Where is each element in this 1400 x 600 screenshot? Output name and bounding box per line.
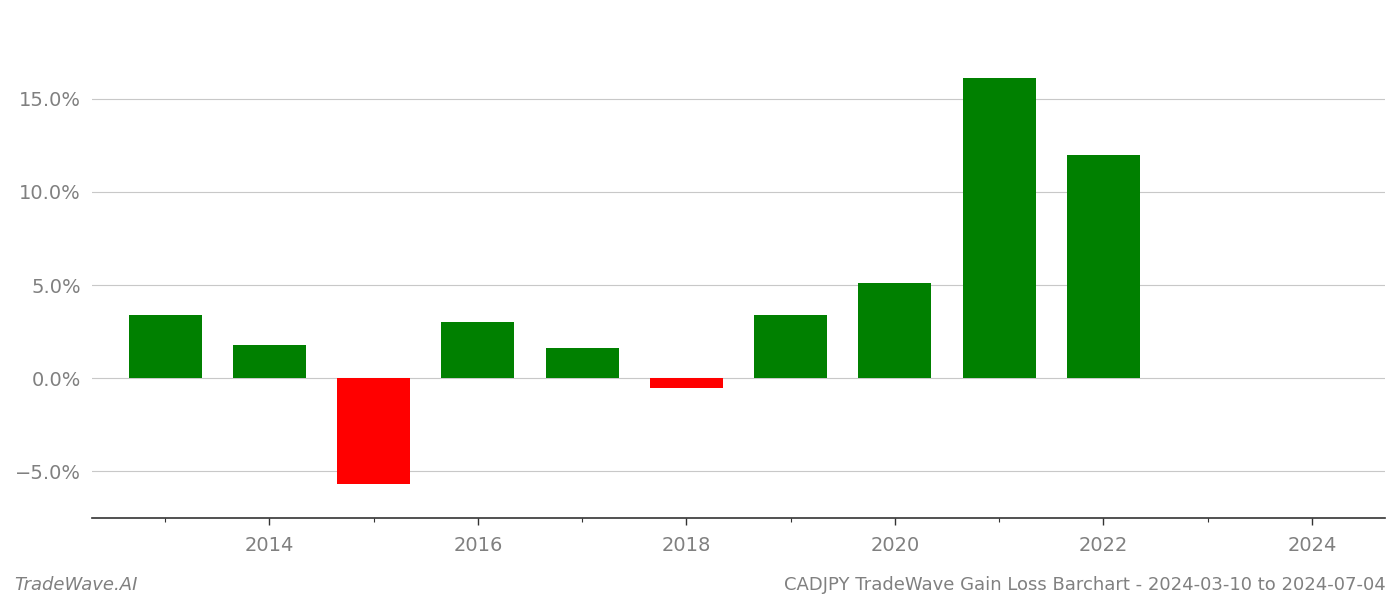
Bar [650, 378, 722, 388]
Bar [963, 79, 1036, 378]
Bar [129, 315, 202, 378]
Text: TradeWave.AI: TradeWave.AI [14, 576, 137, 594]
Bar [441, 322, 514, 378]
Text: CADJPY TradeWave Gain Loss Barchart - 2024-03-10 to 2024-07-04: CADJPY TradeWave Gain Loss Barchart - 20… [784, 576, 1386, 594]
Bar [1067, 155, 1140, 378]
Bar [337, 378, 410, 484]
Bar [232, 345, 305, 378]
Bar [755, 315, 827, 378]
Bar [546, 349, 619, 378]
Bar [858, 283, 931, 378]
